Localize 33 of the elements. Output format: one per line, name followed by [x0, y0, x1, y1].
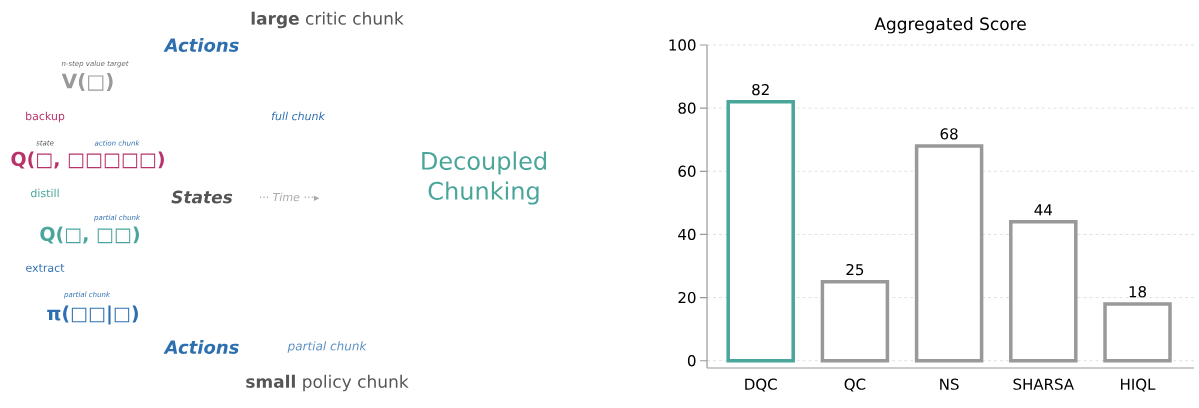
text: small policy chunk	[246, 374, 409, 392]
text: Actions	[163, 38, 239, 52]
y-tick-label: 20	[678, 291, 696, 304]
text: large critic chunk	[251, 11, 404, 29]
y-tick-label: 0	[687, 355, 696, 367]
text: partial chunk	[287, 341, 367, 353]
y-tick-label: 60	[678, 165, 696, 177]
chart-title: Aggregated Score	[874, 17, 1026, 34]
data-label: 68	[940, 128, 958, 140]
data-label: 44	[1034, 204, 1052, 216]
text: full chunk	[271, 111, 326, 121]
x-tick-label: SHARSA	[1013, 378, 1074, 390]
x-tick-label: NS	[940, 378, 959, 390]
y-tick-label: 80	[678, 102, 696, 114]
x-tick-label: QC	[844, 378, 866, 392]
x-tick-label: HIQL	[1121, 378, 1156, 392]
y-tick-label: 100	[669, 39, 696, 51]
data-label: 18	[1129, 286, 1147, 298]
text: Actions	[163, 340, 239, 354]
data-label: 25	[846, 263, 864, 276]
x-tick-label: DQC	[745, 378, 777, 392]
data-label: 82	[752, 83, 769, 96]
text: ··· Time ···▸	[259, 192, 320, 202]
text: π(□□|□)	[47, 305, 138, 325]
text: V(□)	[61, 73, 113, 91]
text: Q(□, □□)	[40, 226, 139, 244]
text: distill	[30, 188, 59, 198]
text: Q(□, □□□□□)	[11, 151, 164, 169]
y-tick-label: 40	[678, 228, 696, 241]
text: extract	[26, 264, 65, 272]
text: backup	[26, 111, 65, 123]
text: Decoupled Chunking	[422, 151, 546, 205]
text: States	[171, 190, 233, 204]
